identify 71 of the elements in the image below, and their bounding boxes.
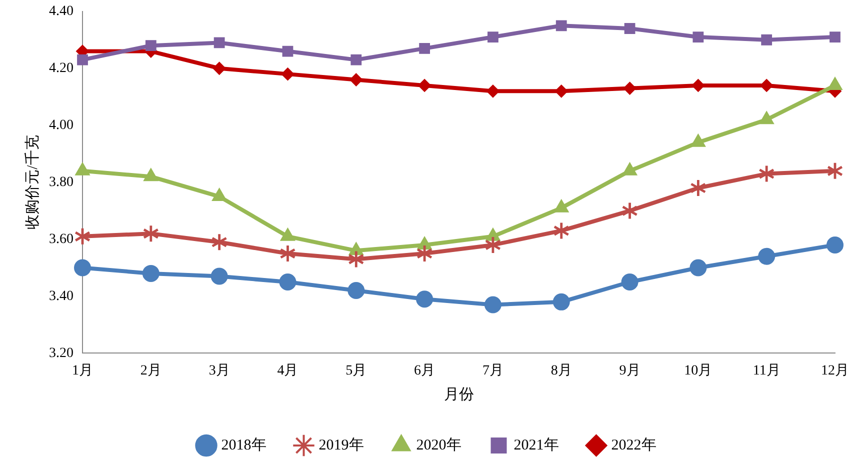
x-tick-label: 9月 bbox=[619, 363, 640, 378]
y-tick-label: 3.80 bbox=[49, 174, 74, 190]
point bbox=[692, 78, 705, 92]
point bbox=[282, 46, 294, 57]
point bbox=[348, 251, 364, 268]
point bbox=[554, 84, 568, 98]
x-tick-label: 7月 bbox=[482, 363, 504, 378]
x-tick-label: 5月 bbox=[346, 363, 367, 378]
point bbox=[350, 73, 363, 86]
point bbox=[214, 37, 225, 48]
point bbox=[758, 248, 776, 265]
point bbox=[486, 84, 500, 98]
x-tick-label: 10月 bbox=[684, 363, 712, 378]
point bbox=[622, 202, 638, 219]
point bbox=[621, 273, 638, 290]
y-tick-label: 4.00 bbox=[49, 118, 74, 134]
point bbox=[623, 82, 636, 95]
point bbox=[761, 34, 772, 46]
point bbox=[484, 296, 502, 314]
point bbox=[280, 246, 296, 262]
point bbox=[488, 32, 498, 42]
point bbox=[281, 68, 294, 81]
x-tick-label: 12月 bbox=[821, 363, 849, 378]
point bbox=[143, 226, 158, 242]
x-tick-label: 4月 bbox=[277, 363, 298, 378]
point bbox=[760, 78, 774, 92]
point bbox=[142, 264, 160, 282]
legend-label: 2021年 bbox=[514, 436, 559, 454]
x-tick-label: 3月 bbox=[208, 363, 230, 378]
y-tick-label: 3.40 bbox=[49, 288, 74, 304]
legend-label: 2020年 bbox=[416, 436, 462, 454]
point bbox=[212, 62, 226, 75]
legend-label: 2018年 bbox=[221, 436, 266, 454]
y-tick-label: 3.20 bbox=[49, 346, 74, 361]
point bbox=[74, 228, 90, 244]
x-tick-label: 1月 bbox=[72, 363, 93, 378]
x-tick-label: 6月 bbox=[414, 363, 436, 378]
legend-label: 2019年 bbox=[318, 436, 364, 454]
point bbox=[416, 290, 434, 308]
point bbox=[690, 259, 707, 276]
x-tick-label: 11月 bbox=[752, 363, 780, 378]
y-tick-label: 3.60 bbox=[49, 232, 74, 247]
point bbox=[552, 293, 570, 310]
point bbox=[827, 162, 843, 179]
point bbox=[419, 42, 430, 54]
x-tick-label: 2月 bbox=[140, 363, 162, 378]
point bbox=[692, 32, 704, 42]
point bbox=[554, 222, 569, 239]
point bbox=[279, 273, 296, 290]
x-axis-title: 月份 bbox=[444, 386, 474, 403]
point bbox=[77, 54, 88, 66]
point bbox=[350, 54, 362, 66]
point bbox=[759, 166, 774, 182]
point bbox=[830, 32, 840, 42]
point bbox=[485, 236, 500, 253]
point bbox=[212, 234, 227, 250]
point bbox=[145, 40, 156, 52]
point bbox=[624, 23, 636, 34]
point bbox=[74, 259, 91, 276]
point bbox=[418, 78, 432, 92]
point bbox=[210, 268, 228, 285]
point bbox=[826, 236, 844, 254]
x-tick-label: 8月 bbox=[550, 363, 572, 378]
point bbox=[690, 180, 706, 196]
y-tick-label: 4.40 bbox=[49, 4, 74, 20]
point bbox=[417, 246, 432, 262]
y-tick-label: 4.20 bbox=[49, 61, 74, 76]
point bbox=[348, 282, 365, 300]
point bbox=[556, 20, 567, 32]
y-axis-title: 收购价元/千克 bbox=[24, 135, 41, 230]
legend-label: 2022年 bbox=[611, 436, 656, 454]
